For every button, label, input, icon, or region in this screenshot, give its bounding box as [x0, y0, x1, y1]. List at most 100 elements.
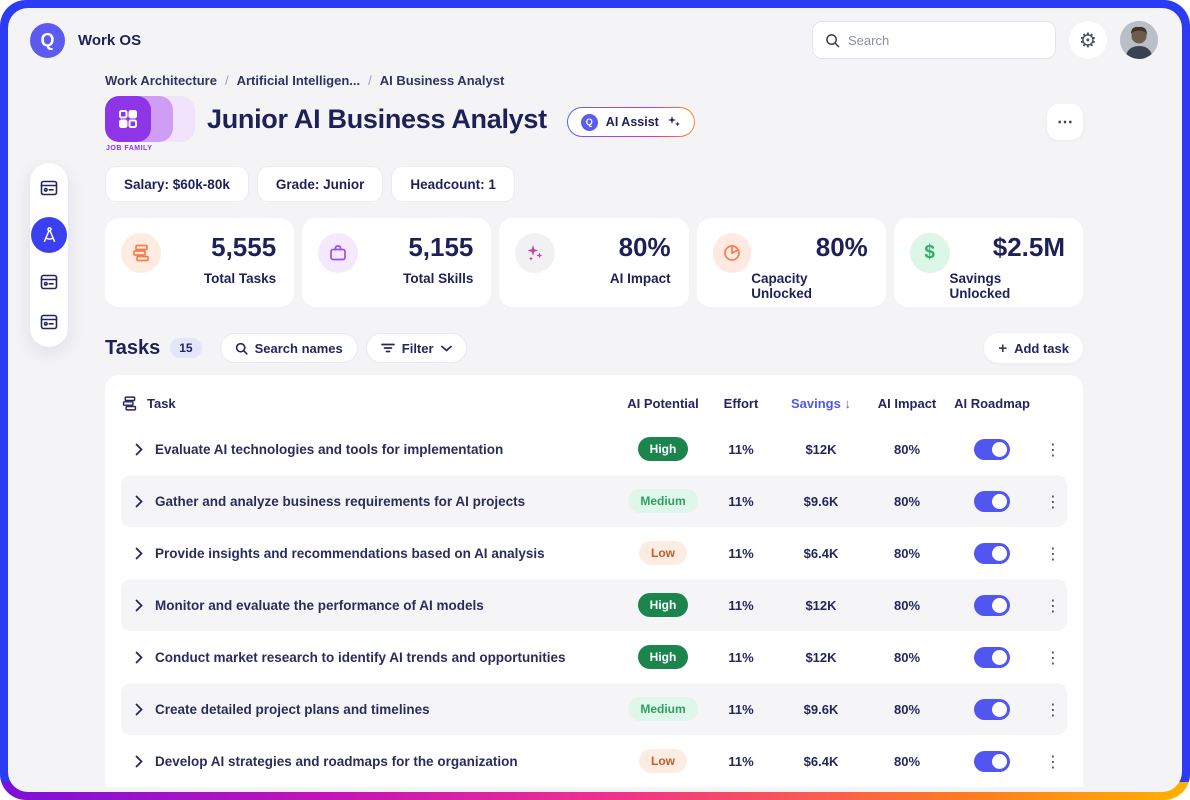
- total-skills-card: 5,155 Total Skills: [302, 218, 492, 307]
- savings-value: $9.6K: [803, 493, 839, 509]
- compass-icon: [43, 226, 55, 242]
- task-name: Evaluate AI technologies and tools for i…: [155, 441, 504, 457]
- avatar[interactable]: [1120, 21, 1158, 59]
- chevron-right-icon[interactable]: [135, 599, 143, 612]
- global-search[interactable]: [812, 21, 1056, 59]
- chevron-right-icon[interactable]: [135, 495, 143, 508]
- total-skills-label: Total Skills: [403, 270, 474, 286]
- sidebar-item-work-architecture[interactable]: [31, 217, 67, 253]
- table-row[interactable]: Conduct market research to identify AI t…: [121, 631, 1067, 683]
- chevron-right-icon[interactable]: [135, 755, 143, 768]
- ai-impact-value: 80%: [893, 493, 921, 509]
- row-menu-button[interactable]: ⋮: [1045, 595, 1061, 615]
- savings-unlocked-label: Savings Unlocked: [949, 270, 1011, 301]
- column-header-ai-impact[interactable]: AI Impact: [877, 395, 937, 411]
- breadcrumb-artificial-intelligence[interactable]: Artificial Intelligen...: [236, 73, 361, 88]
- search-icon: [826, 33, 840, 47]
- sparkles-icon: [515, 233, 556, 273]
- total-skills-value: 5,155: [408, 232, 474, 262]
- breadcrumb-work-architecture[interactable]: Work Architecture: [105, 73, 217, 88]
- ai-roadmap-toggle[interactable]: [974, 646, 1010, 668]
- savings-unlocked-value: $2.5M: [992, 232, 1066, 262]
- window-icon: [40, 274, 58, 290]
- savings-value: $9.6K: [803, 701, 839, 717]
- ai-potential-badge: Medium: [628, 697, 698, 721]
- chevron-right-icon[interactable]: [135, 703, 143, 716]
- toggle-knob: [992, 701, 1007, 717]
- add-task-button[interactable]: + Add task: [984, 333, 1083, 363]
- breadcrumb-ai-business-analyst[interactable]: AI Business Analyst: [379, 73, 505, 88]
- ai-roadmap-toggle[interactable]: [974, 698, 1010, 720]
- toggle-knob: [992, 545, 1007, 561]
- search-icon: [235, 342, 248, 355]
- row-menu-button[interactable]: ⋮: [1045, 751, 1061, 771]
- row-menu-button[interactable]: ⋮: [1045, 699, 1061, 719]
- tasks-table: Task AI Potential Effort Savings ↓ AI Im…: [105, 375, 1083, 787]
- table-row[interactable]: Create detailed project plans and timeli…: [121, 683, 1067, 735]
- savings-unlocked-card: $ $2.5M Savings Unlocked: [893, 218, 1084, 307]
- tasks-icon: [121, 233, 161, 273]
- ai-impact-value: 80%: [893, 753, 921, 769]
- effort-value: 11%: [728, 545, 754, 561]
- table-row[interactable]: Gather and analyze business requirements…: [121, 475, 1067, 527]
- column-header-task[interactable]: Task: [121, 395, 617, 412]
- ai-assist-button[interactable]: Q AI Assist: [567, 107, 695, 137]
- chevron-down-icon: [440, 345, 452, 352]
- effort-value: 11%: [728, 753, 754, 769]
- effort-value: 11%: [728, 441, 754, 457]
- main-content: Work Architecture / Artificial Intellige…: [8, 73, 1182, 787]
- table-row[interactable]: Provide insights and recommendations bas…: [121, 527, 1067, 579]
- settings-button[interactable]: ⚙: [1069, 21, 1107, 59]
- avatar-photo: [1120, 21, 1158, 59]
- workos-mini-logo-icon: Q: [580, 113, 598, 131]
- sidebar-item-window-1[interactable]: [38, 177, 60, 199]
- savings-value: $12K: [805, 649, 837, 665]
- sidebar-item-window-2[interactable]: [38, 271, 60, 293]
- effort-value: 11%: [728, 701, 754, 717]
- chevron-right-icon[interactable]: [135, 547, 143, 560]
- column-header-effort[interactable]: Effort: [723, 395, 759, 411]
- sparkles-icon: [667, 116, 680, 127]
- ai-roadmap-toggle[interactable]: [974, 594, 1010, 616]
- search-names-button[interactable]: Search names: [219, 333, 358, 363]
- total-tasks-value: 5,555: [211, 232, 277, 262]
- ai-roadmap-toggle[interactable]: [974, 542, 1010, 564]
- ai-roadmap-toggle[interactable]: [974, 490, 1010, 512]
- task-column-label: Task: [147, 395, 176, 411]
- stats-row: 5,555 Total Tasks 5,155 Total Skills: [105, 218, 1084, 307]
- filter-button[interactable]: Filter: [365, 333, 467, 363]
- row-menu-button[interactable]: ⋮: [1045, 491, 1061, 511]
- column-header-ai-roadmap[interactable]: AI Roadmap: [954, 395, 1030, 411]
- table-row[interactable]: Monitor and evaluate the performance of …: [121, 579, 1067, 631]
- sidebar-item-window-3[interactable]: [38, 311, 60, 333]
- sidebar: [30, 163, 68, 347]
- toggle-knob: [992, 441, 1007, 457]
- chevron-right-icon[interactable]: [135, 651, 143, 664]
- table-row[interactable]: Develop AI strategies and roadmaps for t…: [121, 735, 1067, 787]
- savings-value: $12K: [805, 441, 837, 457]
- row-menu-button[interactable]: ⋮: [1045, 647, 1061, 667]
- table-row[interactable]: Evaluate AI technologies and tools for i…: [121, 423, 1067, 475]
- row-menu-button[interactable]: ⋮: [1045, 439, 1061, 459]
- ai-potential-badge: High: [637, 593, 689, 617]
- brand[interactable]: Q Work OS: [30, 22, 141, 58]
- ai-impact-card: 80% AI Impact: [499, 218, 689, 307]
- capacity-unlocked-value: 80%: [815, 232, 868, 262]
- column-header-savings[interactable]: Savings ↓: [773, 396, 869, 411]
- toggle-knob: [992, 649, 1007, 665]
- chevron-right-icon[interactable]: [135, 443, 143, 456]
- savings-value: $6.4K: [803, 545, 839, 561]
- row-menu-button[interactable]: ⋮: [1045, 543, 1061, 563]
- toggle-knob: [992, 493, 1007, 509]
- more-actions-button[interactable]: ⋯: [1047, 104, 1083, 140]
- effort-value: 11%: [728, 493, 754, 509]
- ai-roadmap-toggle[interactable]: [974, 750, 1010, 772]
- tasks-section-title: Tasks: [105, 336, 161, 359]
- ai-roadmap-toggle[interactable]: [974, 438, 1010, 460]
- column-header-ai-potential[interactable]: AI Potential: [627, 395, 699, 411]
- task-name: Monitor and evaluate the performance of …: [155, 597, 484, 613]
- search-input[interactable]: [848, 32, 1043, 48]
- effort-value: 11%: [728, 597, 754, 613]
- task-name: Provide insights and recommendations bas…: [155, 545, 545, 561]
- gear-icon: ⚙: [1079, 28, 1097, 52]
